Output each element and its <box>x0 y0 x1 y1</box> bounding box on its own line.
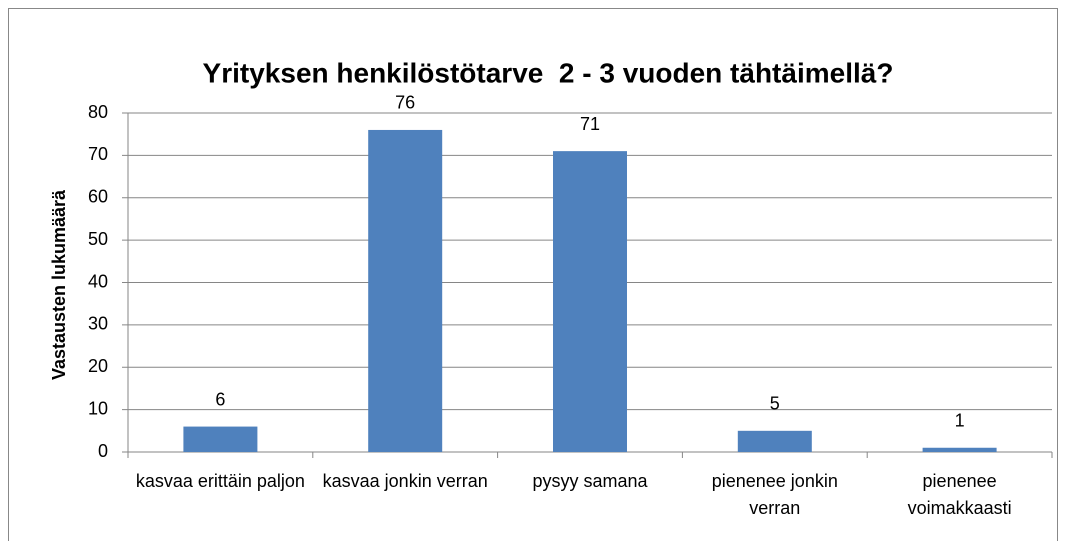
y-tick-label: 40 <box>88 271 108 291</box>
x-tick-label: pienenee voimakkaasti <box>907 471 1012 518</box>
bar <box>553 151 627 452</box>
y-tick-label: 20 <box>88 356 108 376</box>
chart-border <box>8 8 1058 541</box>
x-tick-label: kasvaa jonkin verran <box>322 471 488 491</box>
bar <box>922 447 997 452</box>
bar <box>737 430 812 452</box>
data-label: 5 <box>770 394 780 414</box>
y-tick-label: 30 <box>88 314 108 334</box>
bar <box>183 426 258 452</box>
y-tick-label: 50 <box>88 229 108 249</box>
data-label: 76 <box>395 93 415 113</box>
y-tick-label: 60 <box>88 187 108 207</box>
y-tick-label: 10 <box>88 398 108 418</box>
data-label: 1 <box>955 411 965 431</box>
x-tick-label: pienenee jonkin verran <box>711 471 838 518</box>
data-label: 6 <box>215 389 225 409</box>
y-axis-title: Vastausten lukumäärä <box>49 189 69 380</box>
y-tick-label: 80 <box>88 102 108 122</box>
y-tick-label: 0 <box>98 441 108 461</box>
data-label: 71 <box>580 114 600 134</box>
y-tick-label: 70 <box>88 144 108 164</box>
x-tick-label: pysyy samana <box>532 471 648 491</box>
bar <box>368 129 443 452</box>
x-tick-label: kasvaa erittäin paljon <box>135 471 305 491</box>
chart-title: Yrityksen henkilöstötarve 2 - 3 vuoden t… <box>203 57 894 88</box>
